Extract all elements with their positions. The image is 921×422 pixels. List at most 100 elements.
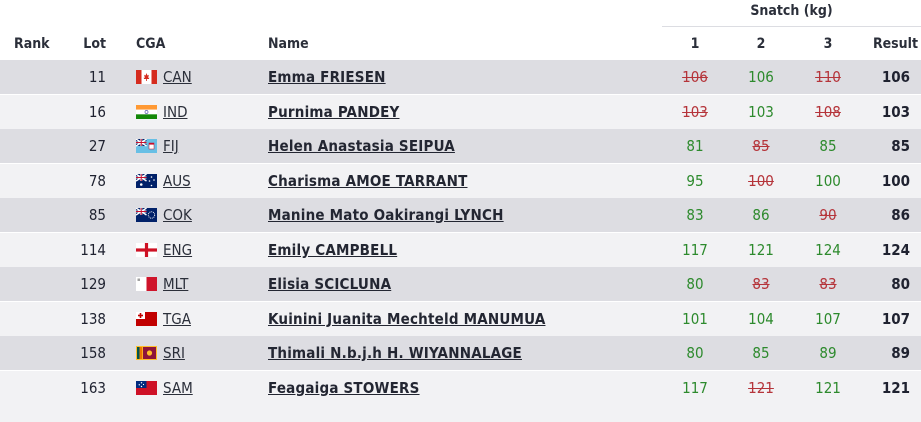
attempt-3-cell: 124 <box>815 240 841 259</box>
result-cell: 100 <box>881 171 910 190</box>
table-row: 114 ENG Emily CAMPBELL 117 121 124 124 <box>0 232 921 268</box>
cga-cell[interactable]: SAM <box>136 371 193 406</box>
attempt-1-cell: 83 <box>686 206 704 225</box>
cga-code-link[interactable]: COK <box>163 206 192 225</box>
athlete-name-cell: Manine Mato Oakirangi LYNCH <box>268 198 504 233</box>
cga-code-link[interactable]: TGA <box>163 309 191 328</box>
table-row: 27 FIJ Helen Anastasia SEIPUA 81 85 85 85 <box>0 129 921 164</box>
table-row: 11 CAN Emma FRIESEN 106 106 110 106 <box>0 60 921 95</box>
attempt-1-cell: 95 <box>686 171 704 190</box>
attempt-3-cell: 89 <box>819 344 837 363</box>
attempt-3-column-header: 3 <box>823 36 833 52</box>
table-row: 138 TGA Kuinini Juanita Mechteld MANUMUA 10… <box>0 301 921 337</box>
table-row: 158 SRI Thimali N.b.j.h H. WIYANNALAGE 80 85… <box>0 336 921 371</box>
table-row: 85 COK Manine Mato Oakirangi LYNCH 83 86 90 86 <box>0 198 921 233</box>
cga-cell[interactable]: SRI <box>136 336 185 371</box>
attempt-3-cell: 121 <box>815 378 841 397</box>
lot-cell: 138 <box>80 309 106 328</box>
canada-flag-icon <box>136 70 157 85</box>
attempt-1-cell: 81 <box>686 137 704 156</box>
athlete-name-link[interactable]: Purnima PANDEY <box>268 102 400 121</box>
attempt-2-cell: 83 <box>752 275 770 294</box>
attempt-2-cell: 100 <box>748 171 774 190</box>
attempt-2-cell: 121 <box>748 378 774 397</box>
cga-code-link[interactable]: MLT <box>163 275 189 294</box>
attempt-2-cell: 121 <box>748 240 774 259</box>
attempt-2-cell: 85 <box>752 344 770 363</box>
attempt-3-cell: 100 <box>815 171 841 190</box>
table-row: 129 MLT Elisia SCICLUNA 80 83 83 80 <box>0 267 921 302</box>
athlete-name-cell: Kuinini Juanita Mechteld MANUMUA <box>268 302 545 337</box>
attempt-3-cell: 90 <box>819 206 837 225</box>
athlete-name-link[interactable]: Charisma AMOE TARRANT <box>268 171 468 190</box>
athlete-name-cell: Helen Anastasia SEIPUA <box>268 129 455 164</box>
lot-cell: 16 <box>88 102 106 121</box>
table-header: Rank Lot CGA Name 1 2 3 Result <box>0 30 921 58</box>
athlete-name-link[interactable]: Kuinini Juanita Mechteld MANUMUA <box>268 309 546 328</box>
cga-cell[interactable]: MLT <box>136 267 188 302</box>
attempt-3-cell: 83 <box>819 275 837 294</box>
athlete-name-link[interactable]: Thimali N.b.j.h H. WIYANNALAGE <box>268 344 522 363</box>
athlete-name-link[interactable]: Manine Mato Oakirangi LYNCH <box>268 206 504 225</box>
result-cell: 124 <box>881 240 910 259</box>
india-flag-icon <box>136 104 157 119</box>
athlete-name-link[interactable]: Helen Anastasia SEIPUA <box>268 137 455 156</box>
cga-code-link[interactable]: SAM <box>163 378 193 397</box>
cga-cell[interactable]: COK <box>136 198 192 233</box>
cga-code-link[interactable]: FIJ <box>163 137 179 156</box>
attempt-2-cell: 106 <box>748 68 774 87</box>
cga-cell[interactable]: IND <box>136 95 187 130</box>
lot-cell: 158 <box>80 344 106 363</box>
table-row: 78 AUS Charisma AMOE TARRANT 95 100 100 100 <box>0 163 921 199</box>
cga-cell[interactable]: AUS <box>136 164 191 199</box>
attempt-3-cell: 108 <box>815 102 841 121</box>
athlete-name-link[interactable]: Emily CAMPBELL <box>268 240 398 259</box>
lot-cell: 129 <box>80 275 106 294</box>
cga-cell[interactable]: FIJ <box>136 129 179 164</box>
cook-islands-flag-icon <box>136 208 157 223</box>
athlete-name-link[interactable]: Elisia SCICLUNA <box>268 275 392 294</box>
name-column-header[interactable]: Name <box>268 36 309 52</box>
attempt-2-cell: 104 <box>748 309 774 328</box>
result-cell: 80 <box>891 275 910 294</box>
cga-code-link[interactable]: AUS <box>163 171 191 190</box>
athlete-name-cell: Emily CAMPBELL <box>268 233 397 268</box>
result-cell: 103 <box>881 102 910 121</box>
attempt-1-cell: 80 <box>686 275 704 294</box>
snatch-column-group-heading: Snatch (kg) <box>662 0 921 27</box>
cga-code-link[interactable]: SRI <box>163 344 185 363</box>
lot-cell: 114 <box>80 240 106 259</box>
table-row: 163 SAM Feagaiga STOWERS 117 121 121 121 <box>0 370 921 406</box>
attempt-2-cell: 86 <box>752 206 770 225</box>
athlete-name-link[interactable]: Feagaiga STOWERS <box>268 378 420 397</box>
samoa-flag-icon <box>136 380 157 395</box>
lot-cell: 85 <box>88 206 106 225</box>
cga-code-link[interactable]: CAN <box>163 68 192 87</box>
cga-cell[interactable]: ENG <box>136 233 192 268</box>
athlete-name-cell: Thimali N.b.j.h H. WIYANNALAGE <box>268 336 522 371</box>
attempt-2-column-header: 2 <box>756 36 766 52</box>
cga-column-header[interactable]: CGA <box>136 36 166 52</box>
athlete-name-cell: Purnima PANDEY <box>268 95 400 130</box>
cga-cell[interactable]: CAN <box>136 60 192 95</box>
attempt-2-cell: 103 <box>748 102 774 121</box>
athlete-name-cell: Charisma AMOE TARRANT <box>268 164 467 199</box>
lot-column-header[interactable]: Lot <box>83 36 106 52</box>
attempt-3-cell: 107 <box>815 309 841 328</box>
cga-code-link[interactable]: ENG <box>163 240 193 259</box>
attempt-2-cell: 85 <box>752 137 770 156</box>
attempt-1-cell: 106 <box>682 68 708 87</box>
athlete-name-link[interactable]: Emma FRIESEN <box>268 68 386 87</box>
cga-code-link[interactable]: IND <box>163 102 188 121</box>
attempt-3-cell: 110 <box>815 68 841 87</box>
rank-column-header[interactable]: Rank <box>14 36 50 52</box>
cga-cell[interactable]: TGA <box>136 302 191 337</box>
athlete-name-cell: Emma FRIESEN <box>268 60 386 95</box>
result-column-header[interactable]: Result <box>872 36 918 52</box>
result-cell: 89 <box>891 344 910 363</box>
australia-flag-icon <box>136 173 157 188</box>
fiji-flag-icon <box>136 139 157 154</box>
result-cell: 85 <box>891 137 910 156</box>
sri-lanka-flag-icon <box>136 346 157 361</box>
lot-cell: 78 <box>88 171 106 190</box>
